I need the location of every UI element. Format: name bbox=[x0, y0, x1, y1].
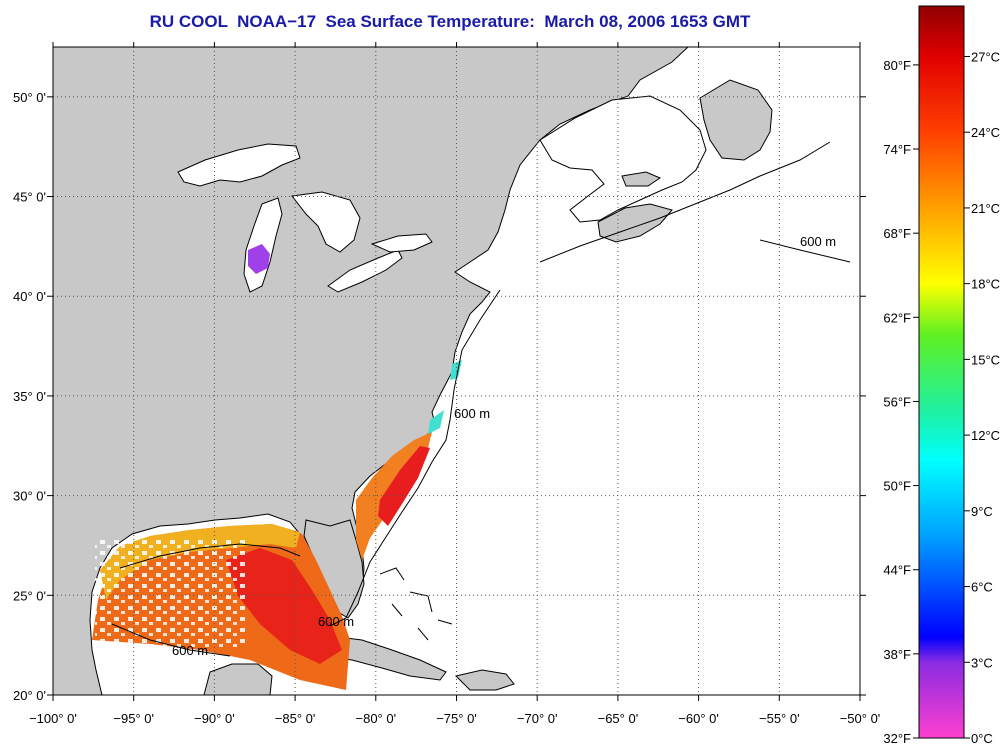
colorbar-fahrenheit-label: 62°F bbox=[883, 310, 911, 325]
lake-ontario bbox=[370, 233, 433, 253]
land-north-america bbox=[53, 47, 689, 695]
lon-tick-label: −55° 0' bbox=[759, 711, 800, 726]
colorbar-fahrenheit-label: 80°F bbox=[883, 58, 911, 73]
longitude-axis: −100° 0' −95° 0' −90° 0' −85° 0' −80° 0' −75°… bbox=[29, 42, 880, 726]
hispaniola bbox=[455, 669, 515, 691]
colorbar-celsius-label: 24°C bbox=[971, 125, 1000, 140]
colorbar-fahrenheit-label: 44°F bbox=[883, 563, 911, 578]
colorbar-fahrenheit-label: 32°F bbox=[883, 731, 911, 746]
colorbar-celsius-label: 18°C bbox=[971, 277, 1000, 292]
colorbar-celsius-label: 3°C bbox=[971, 655, 993, 670]
latitude-axis: 20° 0' 25° 0' 30° 0' 35° 0' 40° 0' 45° 0' 50° … bbox=[13, 90, 866, 703]
loop-current-sst bbox=[226, 548, 342, 664]
bahamas bbox=[379, 567, 453, 641]
colorbar-fahrenheit-labels: 32°F 38°F 44°F 50°F 56°F 62°F 68°F 74°F 80°F bbox=[883, 58, 919, 746]
colorbar-celsius-label: 12°C bbox=[971, 428, 1000, 443]
yucatan bbox=[203, 663, 273, 695]
colorbar-celsius-label: 15°C bbox=[971, 352, 1000, 367]
isobath-label: 600 m bbox=[318, 614, 354, 629]
colorbar-fahrenheit-label: 38°F bbox=[883, 647, 911, 662]
colorbar-fahrenheit-label: 56°F bbox=[883, 394, 911, 409]
isobath-600m bbox=[111, 141, 851, 657]
lat-tick-label: 35° 0' bbox=[13, 389, 46, 404]
lon-tick-label: −60° 0' bbox=[678, 711, 719, 726]
gulf-of-st-lawrence bbox=[539, 95, 707, 223]
map-content: 600 m 600 m 600 m 600 m bbox=[53, 47, 860, 695]
isobath-label: 600 m bbox=[172, 643, 208, 658]
lon-tick-label: −85° 0' bbox=[275, 711, 316, 726]
lake-michigan-sst-patch bbox=[248, 244, 270, 274]
newfoundland bbox=[699, 79, 773, 161]
nova-scotia bbox=[597, 203, 673, 243]
pei-island bbox=[621, 171, 662, 187]
lon-tick-label: −90° 0' bbox=[194, 711, 235, 726]
lat-tick-label: 30° 0' bbox=[13, 489, 46, 504]
lon-tick-label: −70° 0' bbox=[517, 711, 558, 726]
gridlines bbox=[53, 47, 860, 695]
lake-huron bbox=[291, 191, 361, 253]
colorbar-celsius-label: 6°C bbox=[971, 580, 993, 595]
lat-tick-label: 45° 0' bbox=[13, 190, 46, 205]
lon-tick-label: −80° 0' bbox=[356, 711, 397, 726]
colorbar-fahrenheit-label: 68°F bbox=[883, 226, 911, 241]
lake-erie bbox=[327, 249, 403, 293]
lon-tick-label: −65° 0' bbox=[598, 711, 639, 726]
isobath-label: 600 m bbox=[454, 406, 490, 421]
lon-tick-label: −50° 0' bbox=[840, 711, 881, 726]
colorbar-fahrenheit-label: 50°F bbox=[883, 479, 911, 494]
colorbar-celsius-label: 21°C bbox=[971, 201, 1000, 216]
colorbar-fahrenheit-label: 74°F bbox=[883, 142, 911, 157]
map-title: RU COOL NOAA−17 Sea Surface Temperature:… bbox=[149, 12, 751, 31]
colorbar-celsius-label: 9°C bbox=[971, 504, 993, 519]
lake-superior bbox=[177, 143, 301, 187]
colorbar-celsius-label: 0°C bbox=[971, 731, 993, 746]
lat-tick-label: 40° 0' bbox=[13, 289, 46, 304]
lon-tick-label: −75° 0' bbox=[436, 711, 477, 726]
lon-tick-label: −95° 0' bbox=[113, 711, 154, 726]
lat-tick-label: 20° 0' bbox=[13, 688, 46, 703]
colorbar bbox=[918, 5, 965, 739]
lat-tick-label: 50° 0' bbox=[13, 90, 46, 105]
lat-tick-label: 25° 0' bbox=[13, 588, 46, 603]
colorbar-celsius-label: 27°C bbox=[971, 49, 1000, 64]
isobath-label: 600 m bbox=[800, 234, 836, 249]
gulf-stream-sst bbox=[378, 446, 430, 526]
coastal-cool-sst bbox=[428, 360, 462, 434]
colorbar-celsius-labels: 0°C 3°C 6°C 9°C 12°C 15°C 18°C 21°C 24°C 27°C bbox=[964, 49, 1000, 746]
lon-tick-label: −100° 0' bbox=[29, 711, 77, 726]
